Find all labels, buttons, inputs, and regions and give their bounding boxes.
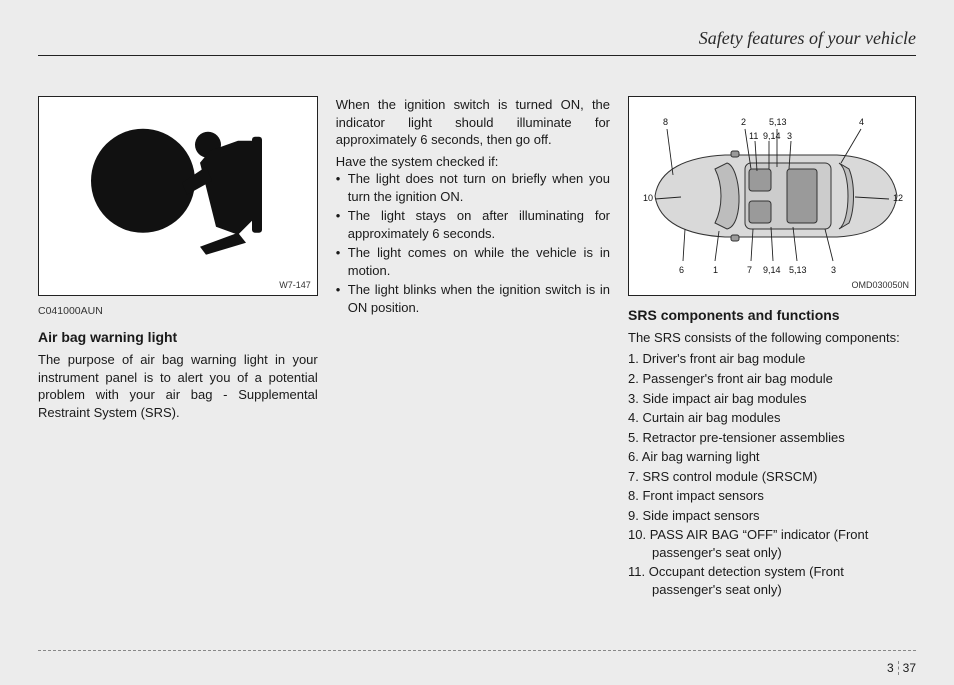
para-have-checked: Have the system checked if: xyxy=(336,153,610,171)
callout-label: 2 xyxy=(741,117,746,127)
para-srs-intro: The SRS consists of the following compon… xyxy=(628,329,916,347)
callout-label: 5,13 xyxy=(789,265,807,275)
page-number-divider xyxy=(898,661,899,675)
list-item: 10. PASS AIR BAG “OFF” indicator (Front … xyxy=(628,526,916,561)
numbered-list-components: 1. Driver's front air bag module 2. Pass… xyxy=(628,350,916,598)
heading-srs-components: SRS components and functions xyxy=(628,306,916,325)
column-2: When the ignition switch is turned ON, t… xyxy=(336,96,610,601)
para-ignition-on: When the ignition switch is turned ON, t… xyxy=(336,96,610,149)
callout-label: 8 xyxy=(663,117,668,127)
section-number: 3 xyxy=(887,661,894,675)
column-3: 8 2 5,13 4 11 9,14 3 10 12 6 1 7 9,14 5,… xyxy=(628,96,916,601)
list-item: 2. Passenger's front air bag module xyxy=(628,370,916,388)
figure-code-2: OMD030050N xyxy=(851,279,909,291)
footer-dash-rule xyxy=(38,650,916,651)
callout-label: 1 xyxy=(713,265,718,275)
callout-label: 5,13 xyxy=(769,117,787,127)
callout-label: 6 xyxy=(679,265,684,275)
list-item: The light blinks when the ignition switc… xyxy=(336,281,610,316)
figure-airbag-warning: W7-147 xyxy=(38,96,318,296)
header-rule xyxy=(38,55,916,56)
para-airbag-warning: The purpose of air bag warning light in … xyxy=(38,351,318,421)
list-item: 1. Driver's front air bag module xyxy=(628,350,916,368)
page-number-value: 37 xyxy=(903,661,916,675)
car-top-view-icon: 8 2 5,13 4 11 9,14 3 10 12 6 1 7 9,14 5,… xyxy=(637,111,907,281)
list-item: The light stays on after illuminating fo… xyxy=(336,207,610,242)
page-header: Safety features of your vehicle xyxy=(38,28,916,56)
callout-label: 12 xyxy=(893,193,903,203)
content-columns: W7-147 C041000AUN Air bag warning light … xyxy=(38,96,916,601)
airbag-icon xyxy=(88,115,268,255)
list-item: 6. Air bag warning light xyxy=(628,448,916,466)
callout-label: 9,14 xyxy=(763,265,781,275)
callout-label: 3 xyxy=(831,265,836,275)
callout-label: 9,14 xyxy=(763,131,781,141)
page-number: 3 37 xyxy=(887,661,916,675)
list-item: 4. Curtain air bag modules xyxy=(628,409,916,427)
figure-srs-diagram: 8 2 5,13 4 11 9,14 3 10 12 6 1 7 9,14 5,… xyxy=(628,96,916,296)
callout-label: 11 xyxy=(749,131,758,141)
list-item: The light does not turn on briefly when … xyxy=(336,170,610,205)
figure-code-1: W7-147 xyxy=(279,279,311,291)
heading-airbag-warning-light: Air bag warning light xyxy=(38,328,318,347)
callout-label: 7 xyxy=(747,265,752,275)
header-title: Safety features of your vehicle xyxy=(38,28,916,49)
list-item: 9. Side impact sensors xyxy=(628,507,916,525)
list-item: 5. Retractor pre-tensioner assemblies xyxy=(628,429,916,447)
callout-label: 3 xyxy=(787,131,792,141)
list-item: 3. Side impact air bag modules xyxy=(628,390,916,408)
bullet-list-checks: The light does not turn on briefly when … xyxy=(336,170,610,316)
callout-label: 10 xyxy=(643,193,653,203)
list-item: 8. Front impact sensors xyxy=(628,487,916,505)
list-item: 7. SRS control module (SRSCM) xyxy=(628,468,916,486)
list-item: The light comes on while the vehicle is … xyxy=(336,244,610,279)
callout-label: 4 xyxy=(859,117,864,127)
figure-caption-1: C041000AUN xyxy=(38,304,318,318)
column-1: W7-147 C041000AUN Air bag warning light … xyxy=(38,96,318,601)
list-item: 11. Occupant detection system (Front pas… xyxy=(628,563,916,598)
